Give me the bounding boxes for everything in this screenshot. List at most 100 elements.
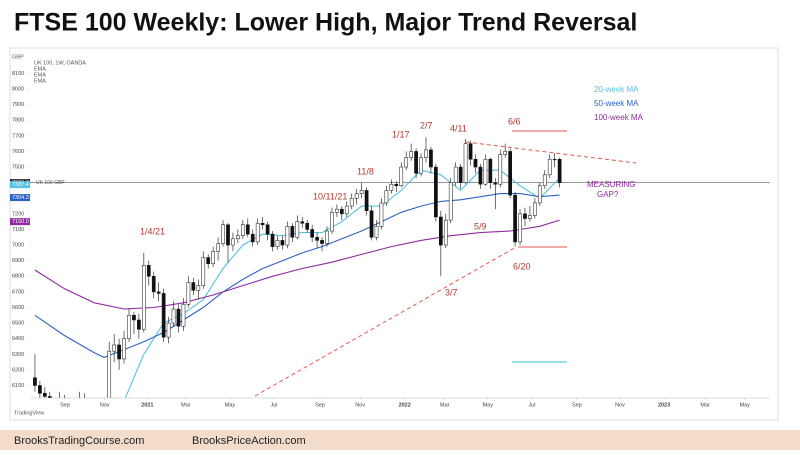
annotation: 1/17 <box>392 129 410 139</box>
y-tick-label: 6900 <box>12 258 24 264</box>
candle-body <box>419 157 423 174</box>
y-tick-label: 6500 <box>12 321 24 327</box>
x-tick-label: Mar <box>700 402 710 408</box>
candle-body <box>221 224 225 244</box>
candle-body <box>290 226 295 238</box>
candle-body <box>151 276 156 293</box>
candle-body <box>394 183 399 187</box>
x-tick-label: Jul <box>528 402 535 408</box>
legend-entry: 20-week MA <box>594 85 639 94</box>
annotation: 11/8 <box>357 166 374 176</box>
candle-body <box>305 222 310 230</box>
candle-body <box>280 240 285 246</box>
candle-body <box>508 151 512 196</box>
annotation: 6/6 <box>508 116 521 126</box>
candle-body <box>528 215 532 219</box>
price-label: 7387.4 <box>12 182 29 188</box>
x-tick-label: Sep <box>315 402 325 408</box>
candle-body <box>146 265 151 277</box>
candle-body <box>339 208 344 215</box>
candle-body <box>141 265 146 330</box>
footer-left: BrooksTradingCourse.com <box>14 435 144 447</box>
candle-body <box>240 224 245 236</box>
legend-entry: 50-week MA <box>594 99 639 108</box>
footer-right: BrooksPriceAction.com <box>192 435 306 447</box>
x-tick-label: May <box>225 402 236 408</box>
annotation: 2/7 <box>420 120 433 130</box>
candle-body <box>438 216 443 246</box>
chart-panel <box>9 47 779 421</box>
indicator: EMA <box>34 66 46 72</box>
annotation: 1/4/21 <box>140 226 165 236</box>
candle-body <box>171 308 176 324</box>
candle-body <box>374 226 379 238</box>
candle-body <box>409 151 413 158</box>
candle-body <box>473 158 478 168</box>
candle-body <box>493 182 498 185</box>
price-label-box <box>10 194 30 202</box>
candle-body <box>285 226 290 246</box>
candle-body <box>547 158 552 176</box>
candle-body <box>414 151 418 174</box>
price-label: 7150.0 <box>12 219 29 225</box>
candle-body <box>275 240 280 247</box>
candle-body <box>424 149 428 158</box>
candle-body <box>379 202 384 227</box>
y-tick-label: 6600 <box>12 305 24 311</box>
annotation: MEASURING <box>587 180 635 189</box>
candle-body <box>260 222 265 226</box>
candle-body <box>216 243 220 252</box>
candle-body <box>320 240 324 244</box>
candle-body <box>349 198 354 207</box>
x-tick-label: Nov <box>100 402 110 408</box>
candle-body <box>231 238 235 246</box>
candle-body <box>270 233 275 247</box>
candle-body <box>468 143 473 160</box>
candle-body <box>250 233 255 243</box>
candle-body <box>369 210 374 238</box>
x-tick-label: May <box>483 402 494 408</box>
indicator: EMA <box>34 78 46 84</box>
annotation: 4/11 <box>450 123 467 133</box>
annotation: 6/20 <box>513 261 531 271</box>
ma-line <box>34 219 560 310</box>
candle-body <box>458 166 463 183</box>
candle-body <box>557 158 562 183</box>
candle-body <box>448 182 453 221</box>
candle-body <box>245 224 250 235</box>
candle-body <box>186 282 191 305</box>
slide-title: FTSE 100 Weekly: Lower High, Major Trend… <box>14 9 637 37</box>
x-tick-label: Nov <box>355 402 365 408</box>
candle-body <box>359 190 364 194</box>
x-tick-label: Jul <box>271 402 278 408</box>
candle-body <box>255 222 260 243</box>
y-tick-label: 8100 <box>12 71 24 77</box>
candle-body <box>226 224 230 246</box>
candle-body <box>42 393 47 397</box>
y-tick-label: 6700 <box>12 289 24 295</box>
y-tick-label: 7700 <box>12 133 24 139</box>
candle-body <box>295 221 300 238</box>
legend-entry: 100-week MA <box>594 113 644 122</box>
x-tick-label: 2021 <box>141 402 153 408</box>
y-tick-label: 7100 <box>12 227 24 233</box>
annotation: 5/9 <box>474 221 487 231</box>
candle-body <box>434 166 438 218</box>
candle-body <box>265 224 270 235</box>
candle-body <box>330 212 334 232</box>
candle-body <box>344 205 349 215</box>
symbol-info: UK 100, 1W, OANDA <box>34 60 86 66</box>
x-tick-label: Sep <box>60 402 70 408</box>
candle-body <box>389 183 394 191</box>
candle-body <box>552 158 557 161</box>
symbol-tag: UK 100 GBP <box>36 180 65 186</box>
price-label-box <box>10 218 30 226</box>
candle-body <box>112 344 116 352</box>
candle-body <box>443 219 448 246</box>
y-tick-label: 7600 <box>12 149 24 155</box>
price-label-box <box>10 181 30 189</box>
candle-body <box>533 202 537 216</box>
candle-body <box>384 190 389 204</box>
candle-body <box>107 350 112 398</box>
